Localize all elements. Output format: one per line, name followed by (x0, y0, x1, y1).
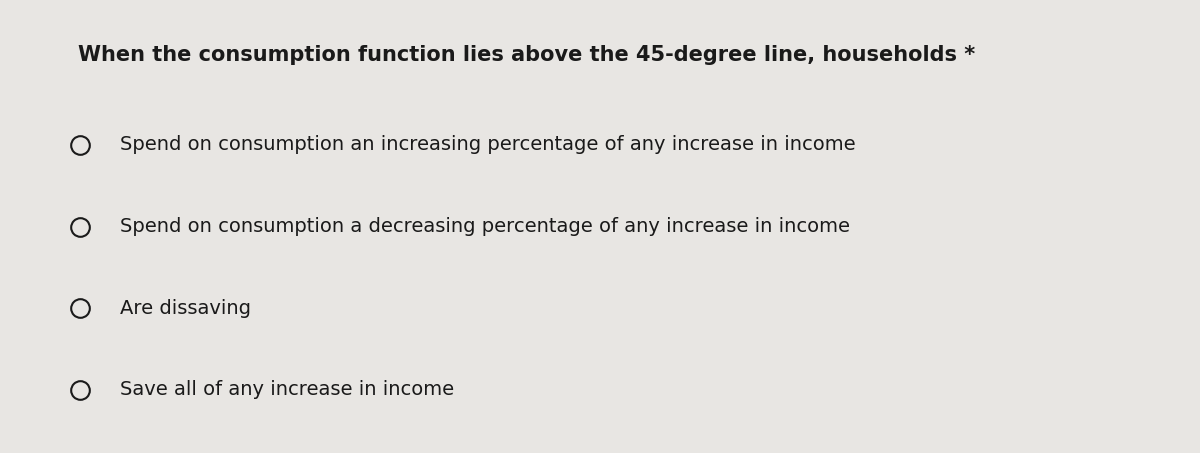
Point (71, 304, 90, 312)
Point (71, 223, 90, 230)
Point (71, 141, 90, 149)
Text: Spend on consumption an increasing percentage of any increase in income: Spend on consumption an increasing perce… (120, 135, 856, 154)
Text: Save all of any increase in income: Save all of any increase in income (120, 380, 454, 399)
Text: Are dissaving: Are dissaving (120, 299, 251, 318)
Text: When the consumption function lies above the 45-degree line, households *: When the consumption function lies above… (78, 45, 976, 65)
Point (71, 386, 90, 393)
Text: Spend on consumption a decreasing percentage of any increase in income: Spend on consumption a decreasing percen… (120, 217, 850, 236)
